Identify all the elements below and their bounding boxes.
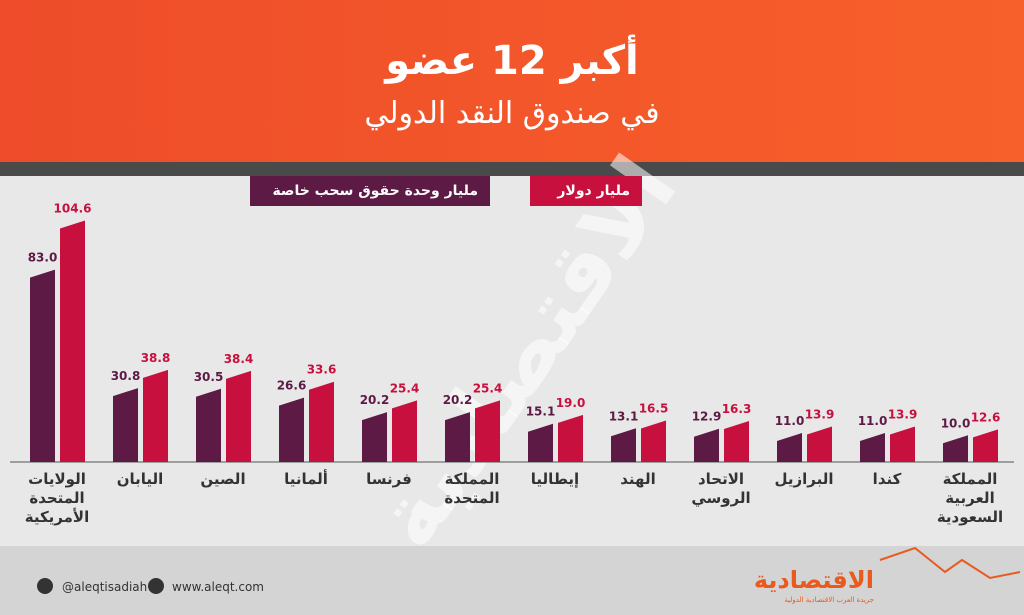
value-label: 12.9 — [692, 410, 722, 424]
x-tick-label: البرازيل — [774, 470, 834, 488]
value-label: 13.9 — [805, 407, 835, 421]
bar — [279, 397, 304, 462]
value-label: 10.0 — [941, 416, 971, 430]
value-label: 38.8 — [141, 351, 171, 365]
website: www.aleqt.com — [172, 580, 264, 594]
bar — [30, 269, 55, 462]
bar — [611, 428, 636, 462]
bar — [475, 400, 500, 462]
value-label: 33.6 — [307, 363, 337, 377]
bar — [807, 426, 832, 462]
value-label: 12.6 — [971, 410, 1001, 424]
bar — [890, 426, 915, 462]
x-tick-label: اليابان — [116, 470, 164, 488]
header — [0, 0, 1024, 162]
bar — [943, 435, 968, 462]
bar — [113, 388, 138, 462]
x-tick-label: المملكة المتحدة — [444, 470, 500, 507]
footer — [0, 546, 1024, 615]
bar — [143, 369, 168, 462]
bar — [860, 433, 885, 462]
value-label: 13.9 — [888, 407, 918, 421]
bar — [558, 414, 583, 462]
value-label: 30.5 — [194, 370, 224, 384]
twitter-handle: @aleqtisadiah — [62, 580, 148, 594]
value-label: 19.0 — [556, 396, 586, 410]
logo-subtitle: جريدة العرب الاقتصادية الدولية — [784, 596, 874, 604]
x-tick-label: المملكة العربية السعودية — [936, 470, 1004, 526]
bar — [362, 412, 387, 462]
value-label: 16.5 — [639, 402, 669, 416]
value-label: 30.8 — [111, 369, 141, 383]
value-label: 83.0 — [28, 251, 58, 265]
value-label: 20.2 — [443, 393, 473, 407]
value-label: 25.4 — [390, 381, 420, 395]
bar — [392, 400, 417, 462]
x-tick-label: فرنسا — [366, 470, 412, 488]
value-label: 26.6 — [277, 379, 307, 393]
bar — [309, 381, 334, 462]
value-label: 16.3 — [722, 402, 752, 416]
bar — [777, 433, 802, 462]
bar — [226, 370, 251, 462]
value-label: 15.1 — [526, 405, 556, 419]
legend-entry: مليار دولار — [530, 176, 642, 206]
bar — [528, 423, 553, 462]
x-tick-label: الهند — [620, 470, 656, 488]
bar — [196, 388, 221, 462]
bar — [60, 220, 85, 462]
header-strip — [0, 162, 1024, 176]
bar — [694, 428, 719, 462]
chart-subtitle: في صندوق النقد الدولي — [364, 96, 660, 131]
x-tick-label: ألمانيا — [284, 470, 328, 488]
value-label: 104.6 — [54, 202, 92, 216]
x-tick-label: إيطاليا — [530, 470, 580, 488]
x-tick-label: الولايات المتحدة الأمريكية — [24, 470, 90, 526]
value-label: 13.1 — [609, 409, 639, 423]
x-tick-label: الصين — [200, 470, 246, 488]
bar — [724, 420, 749, 462]
bar — [973, 429, 998, 462]
value-label: 25.4 — [473, 381, 503, 395]
bar — [641, 420, 666, 462]
value-label: 20.2 — [360, 393, 390, 407]
bar — [445, 412, 470, 462]
value-label: 11.0 — [858, 414, 888, 428]
legend-entry: مليار وحدة حقوق سحب خاصة — [250, 176, 490, 206]
chart-title: أكبر 12 عضو — [385, 38, 639, 84]
x-tick-label: كندا — [872, 470, 902, 488]
value-label: 38.4 — [224, 352, 254, 366]
logo: الاقتصادية — [753, 566, 874, 594]
value-label: 11.0 — [775, 414, 805, 428]
x-tick-label: الاتحاد الروسي — [691, 470, 751, 507]
